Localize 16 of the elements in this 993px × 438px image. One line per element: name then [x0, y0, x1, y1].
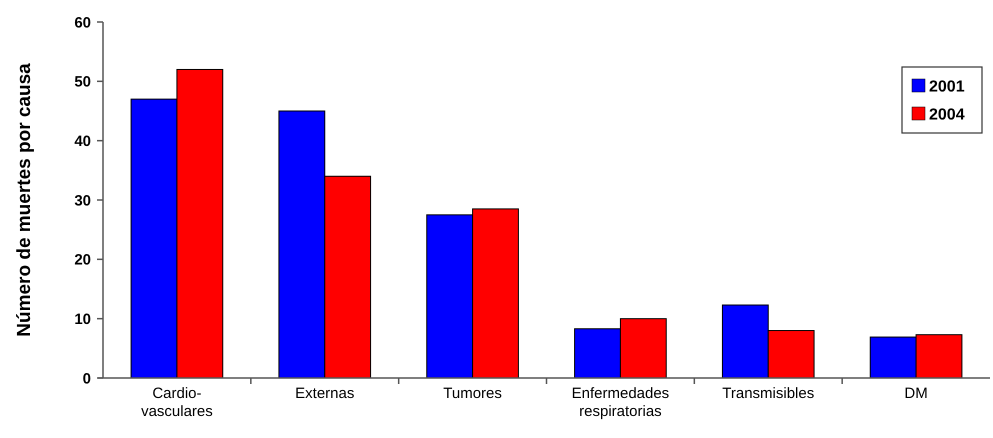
- y-tick-label: 60: [74, 14, 91, 32]
- legend-label: 2004: [929, 106, 965, 124]
- y-tick-label: 30: [74, 192, 91, 210]
- y-tick-label: 40: [74, 132, 91, 150]
- x-tick-label: Cardio- vasculares: [141, 385, 213, 420]
- x-tick-label: DM: [904, 385, 928, 402]
- y-tick-label: 0: [82, 370, 91, 388]
- x-tick-label: Externas: [295, 385, 354, 402]
- x-tick-label: Enfermedades respiratorias: [572, 385, 670, 420]
- y-tick-label: 20: [74, 252, 91, 269]
- y-tick-label: 10: [74, 310, 91, 328]
- y-tick-label: 50: [74, 74, 91, 91]
- x-tick-label: Transmisibles: [722, 385, 814, 402]
- x-tick-label: Tumores: [443, 385, 502, 402]
- legend-label: 2001: [929, 78, 965, 96]
- y-axis-title: Número de muertes por causa: [14, 62, 35, 337]
